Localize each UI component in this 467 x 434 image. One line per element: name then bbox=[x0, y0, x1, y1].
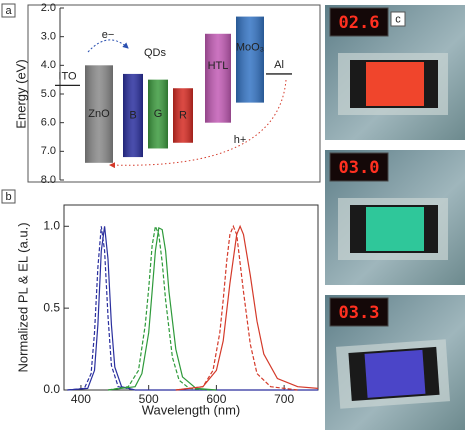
x-axis-label: Wavelength (nm) bbox=[142, 402, 241, 417]
voltage-readout: 03.3 bbox=[339, 303, 380, 323]
spectrum-line bbox=[67, 226, 136, 391]
panel-label-box bbox=[390, 11, 406, 27]
led-display bbox=[329, 297, 389, 327]
y-tick-label: 3.0 bbox=[41, 31, 56, 43]
spectrum-line bbox=[175, 224, 298, 391]
emission bbox=[366, 62, 424, 106]
bar-label: MoO₃ bbox=[236, 42, 264, 54]
y-tick-label: 1.0 bbox=[43, 218, 60, 232]
bar-shade bbox=[205, 33, 231, 123]
y-tick-label: 6.0 bbox=[41, 117, 56, 129]
panel-label-box bbox=[1, 189, 16, 204]
electron-arrow bbox=[87, 39, 129, 53]
bar-label: HTL bbox=[208, 60, 229, 72]
bar-label: G bbox=[154, 108, 163, 120]
panel-label: c bbox=[395, 13, 401, 25]
emission bbox=[364, 349, 426, 398]
bar-shade bbox=[123, 73, 143, 158]
voltage-readout: 02.6 bbox=[339, 13, 380, 33]
panel-a-frame bbox=[27, 4, 321, 183]
y-tick-label: 4.0 bbox=[41, 59, 56, 71]
x-tick-label: 600 bbox=[206, 392, 226, 406]
led-display bbox=[329, 152, 389, 182]
electrode-label: Al bbox=[274, 59, 284, 71]
annotation: h+ bbox=[234, 134, 247, 146]
panel-label: b bbox=[5, 191, 11, 203]
emission bbox=[366, 207, 424, 251]
x-tick-label: 700 bbox=[274, 392, 294, 406]
panel-label-box bbox=[1, 3, 16, 18]
led-display bbox=[329, 7, 389, 37]
bar-shade bbox=[236, 16, 264, 103]
y-tick-label: 2.0 bbox=[41, 2, 56, 14]
x-tick-label: 500 bbox=[139, 392, 159, 406]
voltage-readout: 03.0 bbox=[339, 158, 380, 178]
y-tick-label: 0.0 bbox=[43, 382, 60, 396]
bar-label: R bbox=[179, 109, 187, 121]
y-tick-label: 7.0 bbox=[41, 145, 56, 157]
annotation: e− bbox=[102, 29, 115, 41]
spectrum-line bbox=[175, 224, 319, 391]
bar-shade bbox=[85, 65, 113, 163]
electrode-label: ITO bbox=[58, 70, 77, 82]
bar-label: B bbox=[129, 109, 136, 121]
y-tick-label: 8.0 bbox=[41, 174, 56, 186]
y-tick-label: 0.5 bbox=[43, 300, 60, 314]
annotation: QDs bbox=[144, 47, 167, 59]
spectrum-line bbox=[107, 226, 217, 391]
spectrum-line bbox=[107, 224, 210, 391]
bar-shade bbox=[173, 88, 193, 143]
bar-label: ZnO bbox=[88, 108, 110, 120]
y-tick-label: 5.0 bbox=[41, 88, 56, 100]
panel-label: a bbox=[5, 5, 12, 17]
hole-arrow bbox=[109, 79, 287, 169]
y-axis-label: Normalized PL & EL (a.u.) bbox=[15, 222, 30, 372]
bar-shade bbox=[148, 79, 168, 149]
y-axis-label: Energy (eV) bbox=[13, 59, 28, 128]
x-tick-label: 400 bbox=[71, 392, 91, 406]
